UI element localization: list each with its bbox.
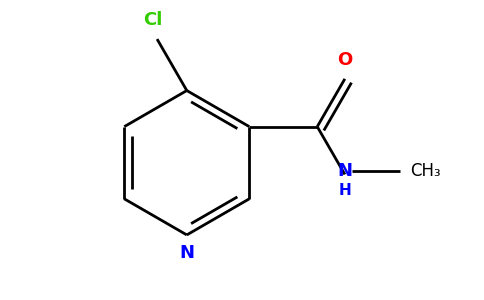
Text: N: N: [337, 162, 352, 180]
Text: CH₃: CH₃: [410, 162, 441, 180]
Text: N: N: [179, 244, 194, 262]
Text: O: O: [337, 51, 352, 69]
Text: H: H: [338, 183, 351, 198]
Text: Cl: Cl: [143, 11, 163, 29]
